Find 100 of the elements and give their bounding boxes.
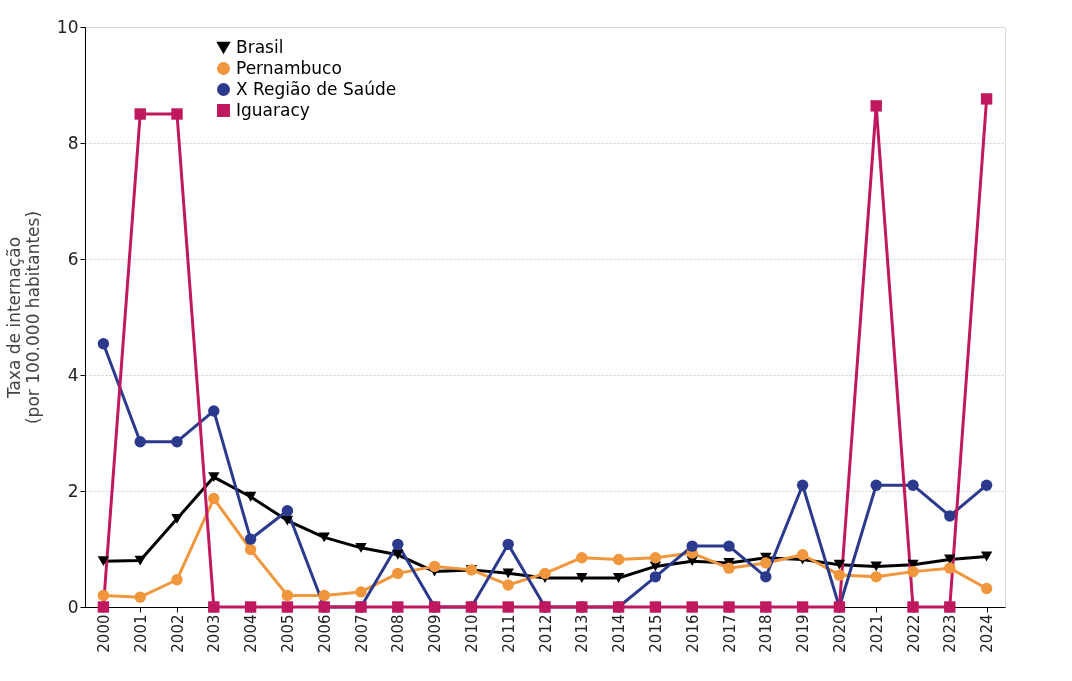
point bbox=[318, 589, 330, 602]
point bbox=[980, 551, 993, 562]
legend-label: X Região de Saúde bbox=[236, 78, 397, 99]
point bbox=[907, 601, 919, 613]
x-tick-label: 2011 bbox=[499, 614, 518, 653]
point bbox=[649, 552, 662, 564]
x-tick-label: 2016 bbox=[683, 614, 702, 653]
point bbox=[171, 108, 183, 120]
point bbox=[208, 492, 220, 505]
point bbox=[723, 601, 735, 613]
point bbox=[796, 479, 809, 491]
x-tick-label: 2005 bbox=[278, 614, 297, 653]
point bbox=[244, 601, 257, 613]
x-tick-label: 2000 bbox=[94, 614, 113, 653]
point bbox=[244, 491, 257, 502]
x-tick-label: 2015 bbox=[646, 614, 665, 653]
point bbox=[281, 589, 294, 602]
point bbox=[980, 582, 993, 595]
point bbox=[208, 405, 220, 417]
y-tick-label: 10 bbox=[56, 16, 79, 37]
point bbox=[502, 579, 514, 591]
x-tick-label: 2022 bbox=[904, 614, 923, 653]
point bbox=[723, 562, 735, 574]
point bbox=[760, 601, 772, 613]
point bbox=[760, 571, 772, 583]
x-tick-label: 2019 bbox=[794, 614, 813, 653]
point bbox=[208, 601, 220, 613]
point bbox=[576, 552, 588, 564]
point bbox=[649, 571, 662, 583]
point bbox=[907, 479, 919, 491]
point bbox=[944, 510, 956, 522]
x-tick-label: 2004 bbox=[242, 614, 261, 653]
point bbox=[870, 479, 882, 491]
x-tick-label: 2021 bbox=[867, 614, 886, 653]
x-tick-label: 2003 bbox=[205, 614, 224, 653]
x-tick-label: 2010 bbox=[462, 614, 481, 653]
point bbox=[796, 549, 809, 561]
legend-label: Brasil bbox=[236, 36, 284, 57]
point bbox=[171, 574, 183, 586]
x-tick-label: 2013 bbox=[573, 614, 592, 653]
y-tick-label: 6 bbox=[67, 248, 79, 269]
y-tick-label: 4 bbox=[67, 364, 79, 385]
point bbox=[134, 555, 146, 566]
y-axis-title: Taxa de internação (por 100.000 habitantes) bbox=[3, 210, 43, 425]
point bbox=[833, 559, 846, 570]
point bbox=[576, 573, 588, 583]
point bbox=[171, 436, 183, 448]
point bbox=[171, 513, 183, 524]
point bbox=[612, 553, 625, 566]
point bbox=[134, 591, 146, 603]
point bbox=[723, 540, 735, 552]
point bbox=[796, 601, 809, 613]
point bbox=[870, 561, 882, 572]
x-tick-label: 2014 bbox=[610, 614, 629, 653]
point bbox=[907, 565, 919, 578]
point bbox=[134, 108, 146, 120]
point bbox=[281, 515, 294, 526]
x-tick-label: 2012 bbox=[536, 614, 555, 653]
point bbox=[281, 505, 294, 517]
point bbox=[612, 573, 625, 583]
y-tick-label: 8 bbox=[67, 132, 79, 153]
x-tick-label: 2002 bbox=[168, 614, 187, 653]
point bbox=[870, 571, 882, 583]
x-tick-label: 2023 bbox=[941, 614, 960, 653]
point bbox=[870, 100, 882, 112]
point bbox=[944, 601, 956, 613]
x-tick-label: 2020 bbox=[830, 614, 849, 653]
point bbox=[833, 569, 846, 581]
point bbox=[97, 589, 110, 602]
point bbox=[244, 543, 257, 556]
point bbox=[392, 601, 404, 613]
point bbox=[97, 601, 110, 613]
y-tick-label: 0 bbox=[67, 596, 79, 617]
point bbox=[980, 93, 993, 105]
x-tick-label: 2001 bbox=[131, 614, 150, 653]
x-tick-label: 2018 bbox=[757, 614, 776, 653]
point bbox=[686, 540, 698, 552]
x-tick-label: 2006 bbox=[315, 614, 334, 653]
point bbox=[428, 560, 441, 573]
point bbox=[502, 601, 514, 613]
point bbox=[980, 479, 993, 491]
point bbox=[97, 556, 110, 567]
x-tick-label: 2007 bbox=[352, 614, 371, 653]
x-tick-label: 2009 bbox=[426, 614, 445, 653]
point bbox=[355, 586, 367, 598]
point bbox=[392, 549, 404, 560]
point bbox=[502, 568, 514, 579]
point bbox=[244, 533, 257, 545]
x-tick-label: 2017 bbox=[720, 614, 739, 653]
point bbox=[208, 472, 220, 483]
point bbox=[502, 538, 514, 551]
point bbox=[760, 557, 772, 569]
point bbox=[686, 601, 698, 613]
x-tick-label: 2024 bbox=[978, 614, 997, 653]
x-tick-label: 2008 bbox=[389, 614, 408, 653]
y-tick-label: 2 bbox=[67, 480, 79, 501]
legend-label: Iguaracy bbox=[236, 99, 310, 120]
point bbox=[134, 436, 146, 448]
point bbox=[392, 538, 404, 551]
point bbox=[539, 567, 551, 580]
